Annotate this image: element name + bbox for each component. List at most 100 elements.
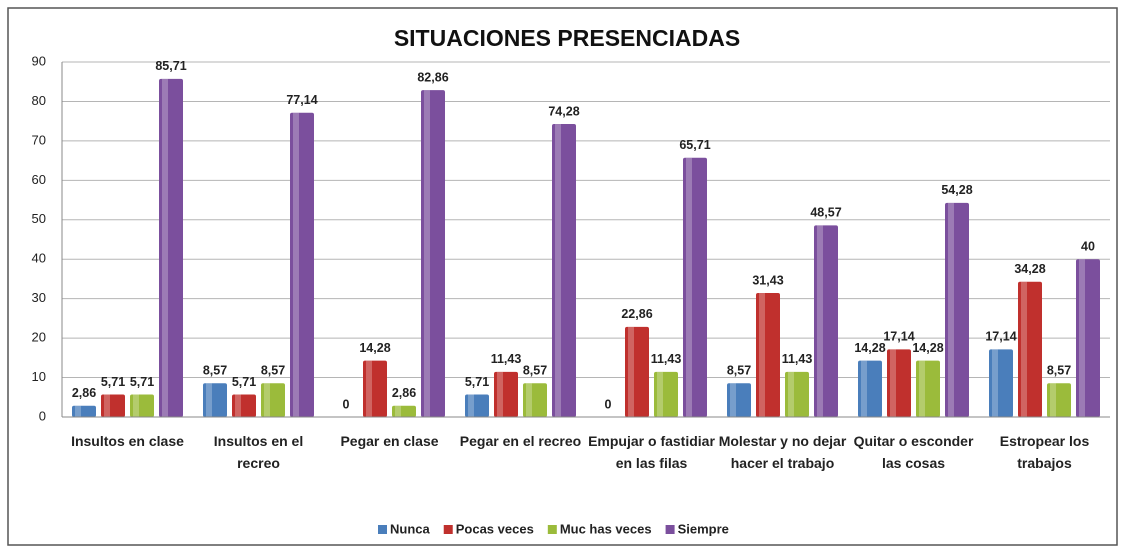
bar (523, 383, 547, 417)
data-label: 11,43 (782, 352, 813, 366)
bar-shine (817, 225, 823, 417)
data-label: 14,28 (854, 341, 885, 355)
data-label: 54,28 (941, 183, 972, 197)
bar-shine (133, 394, 139, 417)
bar (232, 394, 256, 417)
x-tick-label: Empujar o fastidiar en las filas (588, 433, 715, 471)
bar (130, 394, 154, 417)
data-label: 65,71 (679, 138, 710, 152)
legend-swatch (378, 525, 387, 534)
y-tick-label: 10 (32, 369, 46, 384)
bar (552, 124, 576, 418)
bar-shine (890, 349, 896, 417)
data-label: 0 (343, 397, 350, 411)
data-label: 40 (1081, 240, 1095, 254)
bar (654, 371, 678, 417)
bar-shine (1079, 259, 1085, 417)
data-label: 8,57 (727, 363, 751, 377)
legend-label: Muc has veces (560, 521, 652, 536)
bar-shine (104, 394, 110, 417)
y-tick-label: 80 (32, 93, 46, 108)
bar (989, 349, 1013, 417)
bar (727, 383, 751, 417)
y-tick-label: 40 (32, 251, 46, 266)
legend-swatch (547, 525, 557, 534)
bar-shine (395, 405, 401, 417)
data-label: 5,71 (101, 375, 125, 389)
bar-shine (628, 326, 634, 417)
legend-label: Siempre (678, 521, 729, 536)
x-tick-label: Estropear los trabajos (999, 433, 1090, 471)
bar-shine (424, 90, 430, 417)
data-label: 8,57 (523, 363, 547, 377)
legend-swatch (665, 525, 675, 534)
bar (101, 394, 125, 417)
bar (785, 371, 809, 417)
data-label: 77,14 (286, 93, 317, 107)
bar (203, 383, 227, 417)
bar (363, 360, 387, 417)
data-label: 11,43 (651, 352, 682, 366)
y-tick-label: 60 (32, 172, 46, 187)
legend-label: Pocas veces (456, 521, 534, 536)
bar-shine (730, 383, 736, 417)
bar (814, 225, 838, 417)
x-tick-label: Insultos en clase (71, 433, 184, 449)
data-label: 74,28 (548, 104, 579, 118)
bar-shine (264, 383, 270, 417)
data-label: 31,43 (752, 273, 783, 287)
y-tick-label: 0 (39, 408, 46, 423)
bar-shine (293, 112, 299, 417)
data-label: 0 (605, 397, 612, 411)
legend-swatch (443, 525, 453, 534)
data-label: 11,43 (491, 352, 522, 366)
bar (465, 394, 489, 417)
data-label: 17,14 (985, 330, 1016, 344)
bar (683, 157, 707, 418)
x-tick-label: Insultos en el recreo (213, 433, 304, 471)
data-label: 5,71 (130, 375, 154, 389)
y-tick-label: 20 (32, 330, 46, 345)
bar-shine (686, 157, 692, 418)
x-tick-label: Molestar y no dejar hacer el trabajo (718, 433, 847, 471)
bar-shine (468, 394, 474, 417)
data-label: 8,57 (203, 363, 227, 377)
x-tick-label: Pegar en clase (340, 433, 439, 449)
bar (421, 90, 445, 417)
y-tick-label: 90 (32, 53, 46, 68)
data-label: 48,57 (810, 206, 841, 220)
bar (945, 202, 969, 417)
bar-shine (555, 124, 561, 418)
data-label: 14,28 (359, 341, 390, 355)
bar-shine (657, 371, 663, 417)
bar (72, 405, 96, 417)
bar (916, 360, 940, 417)
bar (1076, 259, 1100, 417)
bar-shine (75, 405, 81, 417)
bar (1047, 383, 1071, 417)
bar (290, 112, 314, 417)
data-label: 2,86 (72, 386, 96, 400)
bar-shine (861, 360, 867, 417)
bar-shine (1050, 383, 1056, 417)
data-label: 82,86 (417, 70, 448, 84)
x-tick-label: Quitar o esconder las cosas (853, 433, 974, 471)
data-label: 2,86 (392, 386, 416, 400)
bar-shine (948, 202, 954, 417)
x-tick-label: Pegar en el recreo (459, 433, 582, 449)
data-label: 14,28 (912, 341, 943, 355)
bar (625, 326, 649, 417)
bar-shine (162, 78, 168, 418)
data-label: 8,57 (1047, 363, 1071, 377)
chart-title: SITUACIONES PRESENCIADAS (394, 25, 740, 51)
bar (887, 349, 911, 417)
bar (159, 78, 183, 418)
bar-shine (788, 371, 794, 417)
y-tick-label: 70 (32, 132, 46, 147)
bar-shine (497, 371, 503, 417)
bar-shine (992, 349, 998, 417)
data-label: 5,71 (232, 375, 256, 389)
data-label: 34,28 (1014, 262, 1045, 276)
